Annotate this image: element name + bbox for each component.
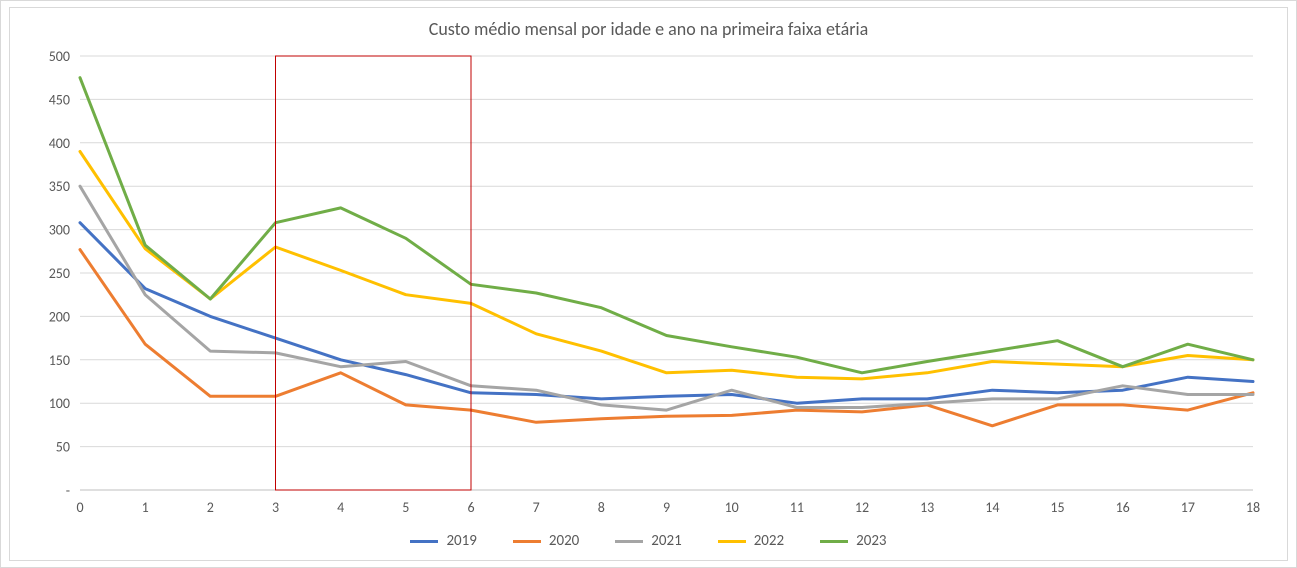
legend-item-2023: 2023: [820, 532, 886, 550]
series-2020: [80, 250, 1253, 426]
svg-text:100: 100: [49, 395, 70, 412]
chart-svg: -501001502002503003504004505000123456789…: [20, 46, 1263, 524]
svg-text:250: 250: [49, 265, 70, 282]
svg-text:11: 11: [790, 499, 804, 516]
svg-text:2: 2: [207, 499, 214, 516]
plot-area: -501001502002503003504004505000123456789…: [20, 46, 1263, 524]
svg-text:50: 50: [56, 439, 70, 456]
svg-text:6: 6: [467, 499, 474, 516]
svg-text:13: 13: [920, 499, 934, 516]
svg-text:16: 16: [1116, 499, 1130, 516]
legend-swatch: [615, 540, 643, 543]
svg-text:14: 14: [985, 499, 999, 516]
svg-text:500: 500: [49, 48, 70, 65]
legend-swatch: [513, 540, 541, 543]
svg-text:0: 0: [76, 499, 83, 516]
legend: 2019 2020 2021 2022 2023: [10, 524, 1287, 560]
svg-text:5: 5: [402, 499, 409, 516]
svg-text:400: 400: [49, 135, 70, 152]
legend-swatch: [820, 540, 848, 543]
svg-text:15: 15: [1050, 499, 1064, 516]
svg-text:1: 1: [142, 499, 149, 516]
series-2021: [80, 186, 1253, 410]
legend-item-2022: 2022: [718, 532, 784, 550]
svg-text:3: 3: [272, 499, 279, 516]
legend-swatch: [410, 540, 438, 543]
legend-item-2020: 2020: [513, 532, 579, 550]
svg-text:300: 300: [49, 222, 70, 239]
svg-text:4: 4: [337, 499, 344, 516]
svg-text:350: 350: [49, 178, 70, 195]
svg-text:200: 200: [49, 308, 70, 325]
svg-text:150: 150: [49, 352, 70, 369]
chart-outer-frame: Custo médio mensal por idade e ano na pr…: [0, 0, 1297, 568]
svg-text:12: 12: [855, 499, 869, 516]
chart-inner-frame: Custo médio mensal por idade e ano na pr…: [9, 7, 1288, 561]
legend-item-2019: 2019: [410, 532, 476, 550]
svg-text:10: 10: [725, 499, 739, 516]
svg-text:18: 18: [1246, 499, 1260, 516]
legend-label: 2023: [856, 532, 886, 550]
legend-label: 2021: [651, 532, 681, 550]
legend-label: 2019: [446, 532, 476, 550]
series-2019: [80, 223, 1253, 404]
svg-text:8: 8: [598, 499, 605, 516]
chart-title: Custo médio mensal por idade e ano na pr…: [10, 8, 1287, 46]
series-2022: [80, 152, 1253, 379]
svg-text:450: 450: [49, 91, 70, 108]
legend-item-2021: 2021: [615, 532, 681, 550]
svg-text:7: 7: [533, 499, 540, 516]
svg-text:9: 9: [663, 499, 670, 516]
legend-label: 2020: [549, 532, 579, 550]
series-2023: [80, 78, 1253, 373]
svg-text:-: -: [66, 482, 70, 499]
legend-label: 2022: [754, 532, 784, 550]
legend-swatch: [718, 540, 746, 543]
svg-text:17: 17: [1181, 499, 1195, 516]
